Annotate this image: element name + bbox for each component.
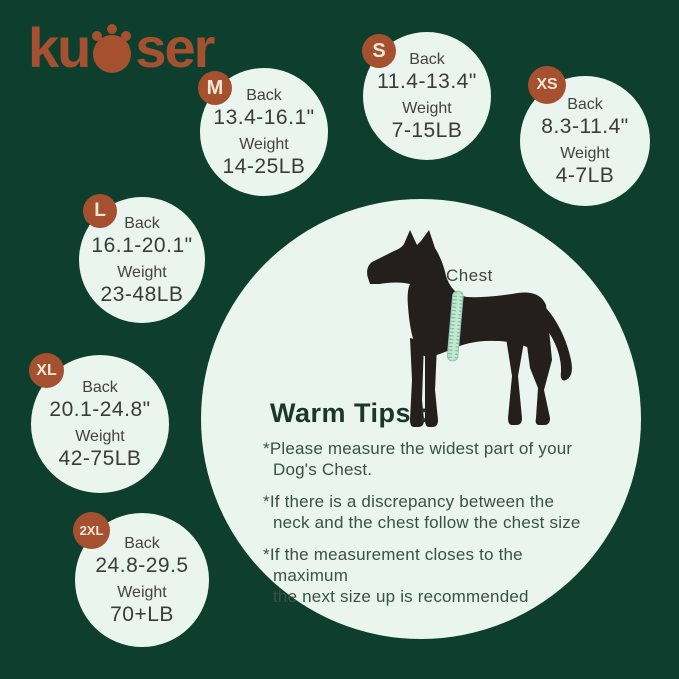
- dog-silhouette: [366, 228, 578, 430]
- size-badge-xl: XL: [29, 353, 64, 388]
- back-value: 24.8-29.5: [95, 553, 189, 577]
- logo-text-ser: ser: [135, 16, 215, 79]
- weight-label: Weight: [239, 135, 289, 153]
- weight-label: Weight: [117, 263, 167, 281]
- back-label: Back: [409, 50, 445, 68]
- warm-tip-3: *If the measurement closes to the maximu…: [263, 545, 529, 606]
- measuring-tape: [446, 290, 464, 362]
- size-badge-s: S: [362, 34, 396, 68]
- brand-logo: ku ser: [28, 16, 215, 79]
- weight-value: 7-15LB: [391, 118, 463, 142]
- back-label: Back: [246, 86, 282, 104]
- size-badge-l: L: [83, 194, 117, 228]
- size-badge-m: M: [198, 71, 232, 105]
- back-label: Back: [124, 534, 160, 552]
- back-label: Back: [124, 214, 160, 232]
- weight-value: 42-75LB: [58, 446, 142, 470]
- back-label: Back: [82, 378, 118, 396]
- weight-label: Weight: [75, 427, 125, 445]
- weight-value: 4-7LB: [555, 163, 615, 187]
- weight-label: Weight: [117, 583, 167, 601]
- size-badge-xs: XS: [528, 66, 566, 104]
- warm-tip-2: *If there is a discrepancy between the n…: [263, 492, 581, 532]
- warm-tip-1: *Please measure the widest part of your …: [263, 439, 573, 479]
- weight-label: Weight: [560, 144, 610, 162]
- weight-value: 14-25LB: [222, 154, 306, 178]
- weight-label: Weight: [402, 99, 452, 117]
- warm-tips-list: *Please measure the widest part of your …: [263, 438, 583, 618]
- back-value: 8.3-11.4": [541, 114, 629, 138]
- back-value: 11.4-13.4": [377, 69, 477, 93]
- back-value: 16.1-20.1": [91, 233, 193, 257]
- size-bubble-s: Back 11.4-13.4" Weight 7-15LB: [363, 32, 491, 160]
- warm-tips-heading: Warm Tips :: [270, 398, 429, 428]
- size-badge-2xl: 2XL: [73, 512, 110, 549]
- size-bubble-2xl: Back 24.8-29.5 Weight 70+LB: [75, 513, 209, 647]
- back-value: 13.4-16.1": [213, 105, 315, 129]
- weight-value: 23-48LB: [100, 282, 184, 306]
- back-value: 20.1-24.8": [49, 397, 151, 421]
- chest-label: Chest: [446, 266, 493, 285]
- weight-value: 70+LB: [110, 602, 174, 626]
- back-label: Back: [567, 95, 603, 113]
- logo-text-ku: ku: [28, 16, 91, 79]
- size-bubble-m: Back 13.4-16.1" Weight 14-25LB: [200, 68, 328, 196]
- paw-icon: [90, 22, 134, 74]
